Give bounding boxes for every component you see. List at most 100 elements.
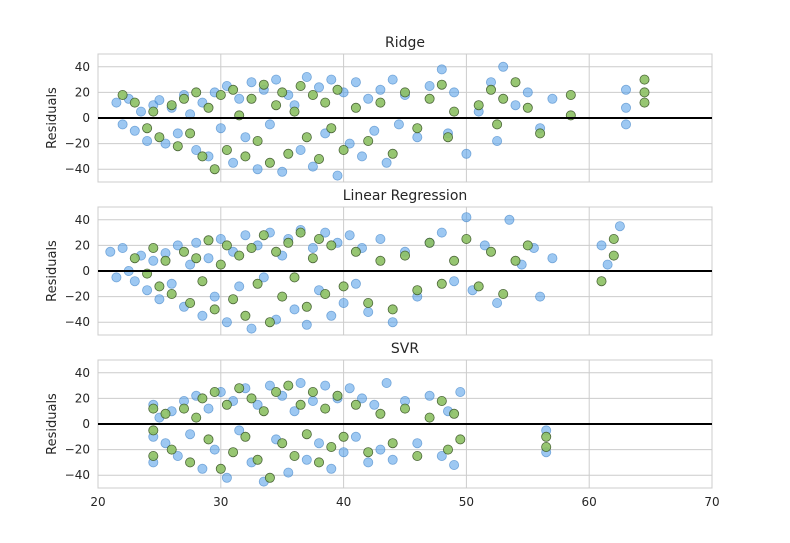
data-point xyxy=(271,100,282,111)
data-point xyxy=(264,317,275,328)
data-point xyxy=(215,90,226,101)
data-point xyxy=(246,77,257,88)
data-point xyxy=(252,399,263,410)
data-point xyxy=(510,255,521,266)
data-point xyxy=(197,310,208,321)
data-point xyxy=(485,246,496,257)
data-point xyxy=(375,408,386,419)
data-point xyxy=(228,294,239,305)
data-point xyxy=(338,144,349,155)
data-point xyxy=(313,457,324,468)
data-point xyxy=(221,144,232,155)
data-point xyxy=(240,151,251,162)
data-point xyxy=(307,161,318,172)
data-point xyxy=(258,406,269,417)
data-point xyxy=(381,377,392,388)
data-point xyxy=(498,61,509,72)
data-point xyxy=(436,450,447,461)
data-point xyxy=(356,393,367,404)
data-point xyxy=(191,144,202,155)
data-point xyxy=(258,272,269,283)
data-point xyxy=(185,259,196,270)
data-point xyxy=(277,166,288,177)
data-point xyxy=(608,250,619,261)
data-point xyxy=(264,119,275,130)
data-point xyxy=(221,399,232,410)
data-point xyxy=(393,119,404,130)
data-point xyxy=(160,438,171,449)
data-point xyxy=(461,148,472,159)
data-point xyxy=(332,170,343,181)
data-point xyxy=(424,390,435,401)
ridge-panel: 40 20 0 −20 −40 Ridge Residuals xyxy=(45,35,713,183)
data-point xyxy=(320,97,331,108)
data-point xyxy=(160,255,171,266)
data-point xyxy=(461,233,472,244)
data-point xyxy=(203,434,214,445)
data-point xyxy=(442,444,453,455)
data-point xyxy=(277,291,288,302)
data-point xyxy=(375,84,386,95)
data-point xyxy=(614,221,625,232)
svr-title: SVR xyxy=(391,341,419,357)
data-point xyxy=(338,297,349,308)
data-point xyxy=(449,106,460,117)
data-point xyxy=(228,84,239,95)
data-point xyxy=(473,281,484,292)
data-point xyxy=(399,403,410,414)
data-point xyxy=(185,128,196,139)
data-point xyxy=(129,125,140,136)
ridge-y-tick-label: 20 xyxy=(75,85,90,99)
data-point xyxy=(320,227,331,238)
data-point xyxy=(197,463,208,474)
data-point xyxy=(424,237,435,248)
data-point xyxy=(252,454,263,465)
data-point xyxy=(313,438,324,449)
data-point xyxy=(608,233,619,244)
svr-x-tick-label: 50 xyxy=(459,495,474,509)
data-point xyxy=(277,438,288,449)
data-point xyxy=(117,242,128,253)
data-point xyxy=(338,281,349,292)
data-point xyxy=(522,240,533,251)
data-point xyxy=(148,255,159,266)
data-point xyxy=(449,87,460,98)
data-point xyxy=(283,237,294,248)
data-point xyxy=(289,106,300,117)
data-point xyxy=(387,454,398,465)
data-point xyxy=(142,123,153,134)
data-point xyxy=(510,100,521,111)
svr-y-tick-label: 0 xyxy=(82,417,90,431)
data-point xyxy=(596,276,607,287)
data-point xyxy=(105,246,116,257)
data-point xyxy=(228,447,239,458)
data-point xyxy=(492,119,503,130)
data-point xyxy=(332,390,343,401)
data-point xyxy=(301,319,312,330)
data-point xyxy=(117,90,128,101)
data-point xyxy=(166,288,177,299)
data-point xyxy=(313,233,324,244)
data-point xyxy=(596,240,607,251)
data-point xyxy=(221,317,232,328)
data-point xyxy=(283,148,294,159)
linear-regression-y-tick-label: −20 xyxy=(65,290,90,304)
data-point xyxy=(547,93,558,104)
data-point xyxy=(148,450,159,461)
data-point xyxy=(289,272,300,283)
data-point xyxy=(326,240,337,251)
data-point xyxy=(172,450,183,461)
data-point xyxy=(197,276,208,287)
linear-regression-y-tick-label: 0 xyxy=(82,264,90,278)
data-point xyxy=(363,297,374,308)
svr-x-tick-label: 70 xyxy=(704,495,719,509)
data-point xyxy=(295,144,306,155)
data-point xyxy=(350,246,361,257)
data-point xyxy=(215,463,226,474)
data-point xyxy=(172,128,183,139)
data-point xyxy=(639,74,650,85)
data-point xyxy=(185,457,196,468)
svr-points xyxy=(148,377,552,487)
data-point xyxy=(387,438,398,449)
